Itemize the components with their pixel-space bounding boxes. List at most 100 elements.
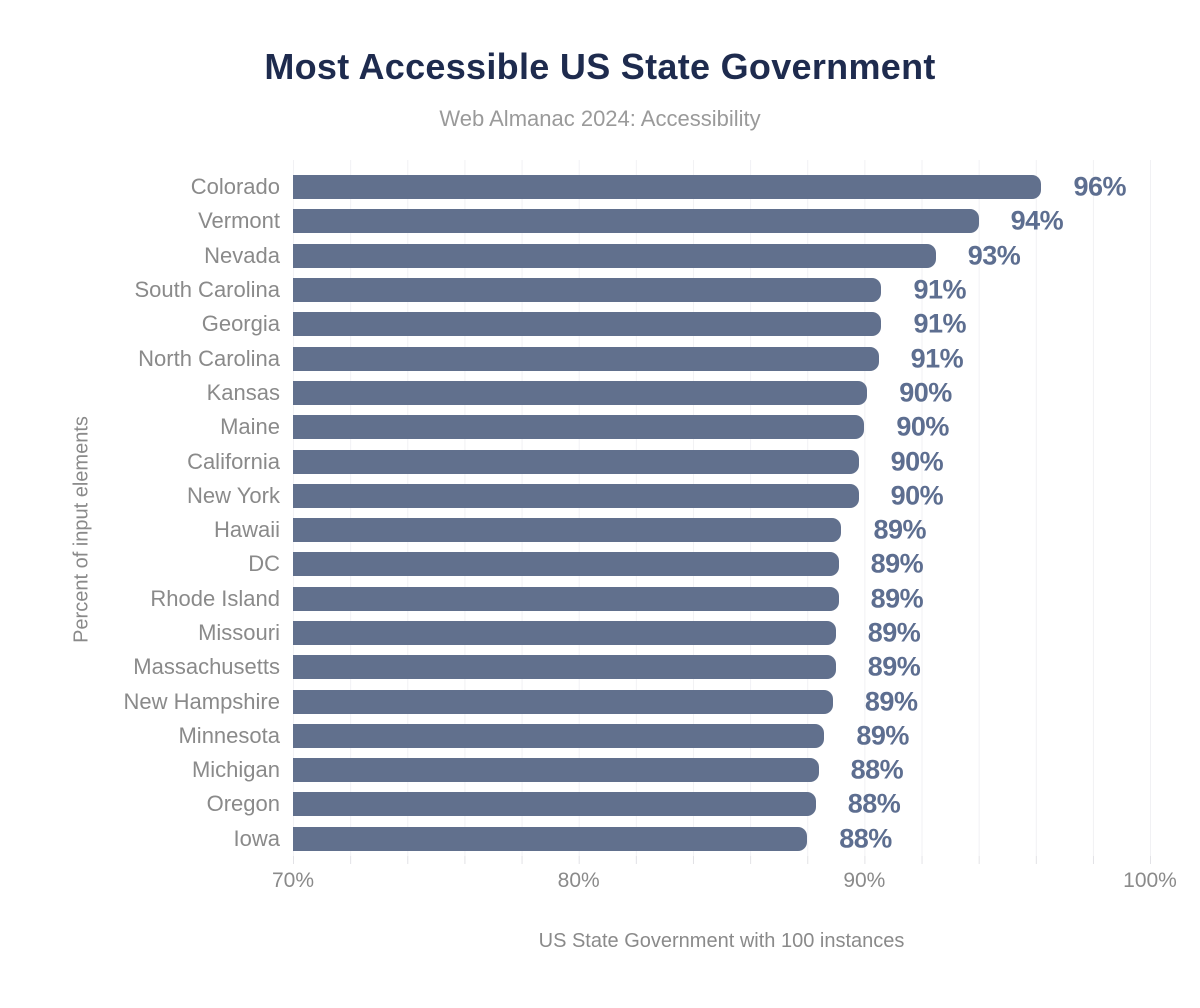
category-label: Rhode Island bbox=[150, 585, 280, 611]
bar-row: Nevada 93% bbox=[0, 239, 1150, 273]
bar bbox=[293, 621, 836, 645]
bar-row: Kansas 90% bbox=[0, 376, 1150, 410]
value-label: 91% bbox=[913, 274, 967, 305]
category-label: Massachusetts bbox=[133, 654, 280, 680]
value-label: 96% bbox=[1073, 171, 1126, 202]
value-label: 89% bbox=[856, 720, 909, 751]
x-tick-label: 80% bbox=[557, 869, 600, 892]
bar-row: California 90% bbox=[0, 444, 1150, 478]
category-label: Colorado bbox=[190, 174, 280, 200]
bar-track: 96% bbox=[293, 170, 1150, 204]
category-label: Michigan bbox=[191, 757, 280, 783]
bar-row: South Carolina 91% bbox=[0, 273, 1150, 307]
bar-row: New Hampshire 89% bbox=[0, 684, 1150, 718]
category-label: DC bbox=[248, 551, 280, 577]
bar-row: Colorado 96% bbox=[0, 170, 1150, 204]
value-label: 89% bbox=[870, 548, 924, 579]
bar-track: 90% bbox=[293, 479, 1150, 513]
chart-title: Most Accessible US State Government bbox=[264, 46, 936, 87]
bar-row: Massachusetts 89% bbox=[0, 650, 1150, 684]
bar-track: 89% bbox=[293, 616, 1150, 650]
bar-track: 89% bbox=[293, 719, 1150, 753]
value-label: 94% bbox=[1010, 205, 1064, 236]
value-label: 88% bbox=[847, 788, 901, 819]
bar-track: 90% bbox=[293, 376, 1150, 410]
bar-track: 89% bbox=[293, 650, 1150, 684]
bar bbox=[293, 586, 839, 611]
x-tick-label: 70% bbox=[271, 869, 315, 892]
bar-row: Rhode Island 89% bbox=[0, 582, 1150, 616]
value-label: 90% bbox=[896, 411, 949, 442]
bar-track: 88% bbox=[293, 753, 1150, 787]
bar bbox=[293, 483, 859, 508]
bar-track: 89% bbox=[293, 547, 1150, 581]
bar-track: 88% bbox=[293, 787, 1150, 821]
bar-row: Georgia 91% bbox=[0, 307, 1150, 341]
value-label: 89% bbox=[867, 617, 921, 648]
value-label: 90% bbox=[890, 480, 944, 511]
bar bbox=[293, 758, 819, 783]
bar bbox=[293, 175, 1042, 200]
category-label: North Carolina bbox=[138, 345, 280, 371]
bars-area: Colorado 96% Vermont 94% Nevada 93% South Caro… bbox=[0, 170, 1150, 856]
value-label: 90% bbox=[890, 446, 944, 477]
value-label: 93% bbox=[967, 240, 1021, 271]
bar-track: 94% bbox=[293, 204, 1150, 238]
bar bbox=[293, 380, 868, 405]
chart-subtitle: Web Almanac 2024: Accessibility bbox=[439, 106, 761, 131]
bar-track: 91% bbox=[293, 307, 1150, 341]
bar bbox=[293, 209, 979, 234]
value-label: 88% bbox=[839, 823, 892, 854]
bar-row: Hawaii 89% bbox=[0, 513, 1150, 547]
category-label: New Hampshire bbox=[123, 688, 281, 714]
value-label: 88% bbox=[850, 754, 904, 785]
category-label: Hawaii bbox=[213, 517, 280, 543]
category-label: California bbox=[187, 448, 280, 474]
category-label: Iowa bbox=[233, 825, 280, 851]
bar bbox=[293, 655, 836, 680]
bar bbox=[293, 312, 882, 337]
value-label: 91% bbox=[910, 343, 964, 374]
bar-track: 89% bbox=[293, 513, 1150, 547]
category-label: Maine bbox=[220, 414, 280, 440]
bar-track: 91% bbox=[293, 273, 1150, 307]
bar-row: Maine 90% bbox=[0, 410, 1150, 444]
value-label: 91% bbox=[913, 308, 967, 339]
category-label: Nevada bbox=[204, 242, 280, 268]
bar bbox=[293, 449, 859, 474]
bar-row: Missouri 89% bbox=[0, 616, 1150, 650]
bar-track: 89% bbox=[293, 684, 1150, 718]
bar bbox=[293, 723, 825, 748]
bar-row: Vermont 94% bbox=[0, 204, 1150, 238]
category-label: New York bbox=[187, 482, 280, 508]
bar-track: 89% bbox=[293, 582, 1150, 616]
category-label: Vermont bbox=[198, 208, 280, 234]
x-axis-title: US State Government with 100 instances bbox=[538, 930, 905, 952]
value-label: 89% bbox=[867, 651, 921, 682]
category-label: Georgia bbox=[201, 311, 280, 337]
bar-row: New York 90% bbox=[0, 479, 1150, 513]
value-label: 89% bbox=[870, 583, 924, 614]
bar bbox=[293, 415, 865, 440]
bar-row: DC 89% bbox=[0, 547, 1150, 581]
category-label: South Carolina bbox=[134, 277, 280, 303]
bar-track: 93% bbox=[293, 239, 1150, 273]
bar bbox=[293, 278, 882, 303]
bar-track: 90% bbox=[293, 444, 1150, 478]
bar-row: Oregon 88% bbox=[0, 787, 1150, 821]
bar-track: 90% bbox=[293, 410, 1150, 444]
value-label: 89% bbox=[873, 514, 927, 545]
value-label: 90% bbox=[899, 377, 952, 408]
category-label: Oregon bbox=[206, 791, 280, 817]
bar bbox=[293, 346, 879, 371]
bar-track: 88% bbox=[293, 822, 1150, 856]
x-axis-tick-marks bbox=[293, 856, 1151, 864]
category-label: Minnesota bbox=[178, 722, 280, 748]
bar bbox=[293, 689, 833, 714]
bar bbox=[293, 518, 842, 543]
bar bbox=[293, 792, 816, 817]
category-label: Missouri bbox=[198, 620, 280, 645]
bar-track: 91% bbox=[293, 341, 1150, 375]
value-label: 89% bbox=[864, 686, 918, 717]
